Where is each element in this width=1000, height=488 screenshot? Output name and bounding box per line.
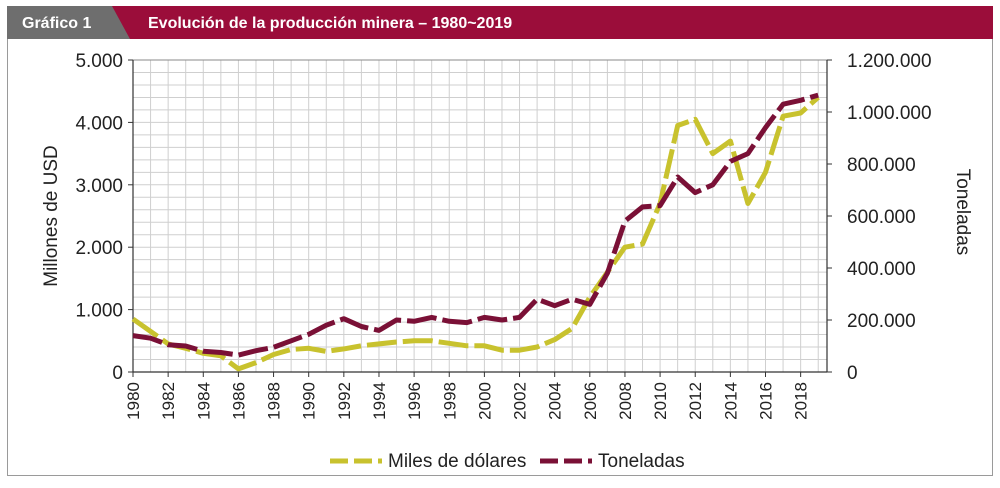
- x-tick-label: 2008: [616, 382, 635, 420]
- y-tick-label-right: 600.000: [847, 207, 916, 228]
- x-tick-label: 2010: [651, 382, 670, 420]
- x-tick-label: 1996: [405, 382, 424, 420]
- legend-label-usd: Miles de dólares: [388, 451, 526, 472]
- y-tick-label-right: 400.000: [847, 259, 916, 280]
- y-tick-label-right: 1.000.000: [847, 103, 932, 124]
- x-tick-label: 1980: [124, 382, 143, 420]
- y-tick-label-left: 4.000: [75, 113, 123, 134]
- x-tick-label: 1994: [370, 382, 389, 420]
- y-tick-label-left: 3.000: [75, 176, 123, 197]
- x-tick-label: 2004: [546, 382, 565, 420]
- x-tick-label: 2014: [721, 382, 740, 420]
- header-tag: Gráfico 1: [22, 15, 91, 32]
- x-tick-label: 2012: [686, 382, 705, 420]
- y-tick-label-left: 1.000: [75, 301, 123, 322]
- x-tick-label: 1984: [194, 382, 213, 420]
- axes: 0 1.000 2.000 3.000 4.000 5.000 0 200.000 400.00…: [41, 51, 973, 420]
- x-tick-label: 2002: [511, 382, 530, 420]
- x-tick-label: 1986: [229, 382, 248, 420]
- legend-label-toneladas: Toneladas: [598, 451, 685, 472]
- chart-title: Evolución de la producción minera – 1980…: [148, 15, 512, 32]
- series-line-toneladas: [132, 92, 819, 358]
- y-tick-label-left: 0: [112, 363, 123, 384]
- y-tick-label-right: 0: [847, 363, 858, 384]
- x-tick-label: 1990: [300, 382, 319, 420]
- x-tick-label: 2006: [581, 382, 600, 420]
- y-tick-label-left: 2.000: [75, 238, 123, 259]
- x-tick-label: 1988: [265, 382, 284, 420]
- x-tick-label: 2018: [792, 382, 811, 420]
- series-line-usd: [131, 95, 820, 372]
- x-tick-label: 2016: [757, 382, 776, 420]
- legend: Miles de dólares Toneladas: [330, 451, 685, 472]
- y-tick-label-right: 1.200.000: [847, 51, 932, 72]
- x-tick-label: 1992: [335, 382, 354, 420]
- y-tick-label-right: 200.000: [847, 311, 916, 332]
- y-tick-label-right: 800.000: [847, 155, 916, 176]
- figure-border: [7, 10, 993, 476]
- x-tick-label: 1982: [159, 382, 178, 420]
- y-axis-label-right: Toneladas: [952, 169, 973, 256]
- y-tick-label-left: 5.000: [75, 51, 123, 72]
- header-tag-bg: [7, 6, 130, 39]
- header-bar: [7, 6, 993, 39]
- x-tick-label: 2000: [475, 382, 494, 420]
- y-axis-label-left: Millones de USD: [41, 145, 62, 287]
- x-tick-label: 1998: [440, 382, 459, 420]
- gridlines: [133, 60, 827, 372]
- series-group: [131, 92, 820, 372]
